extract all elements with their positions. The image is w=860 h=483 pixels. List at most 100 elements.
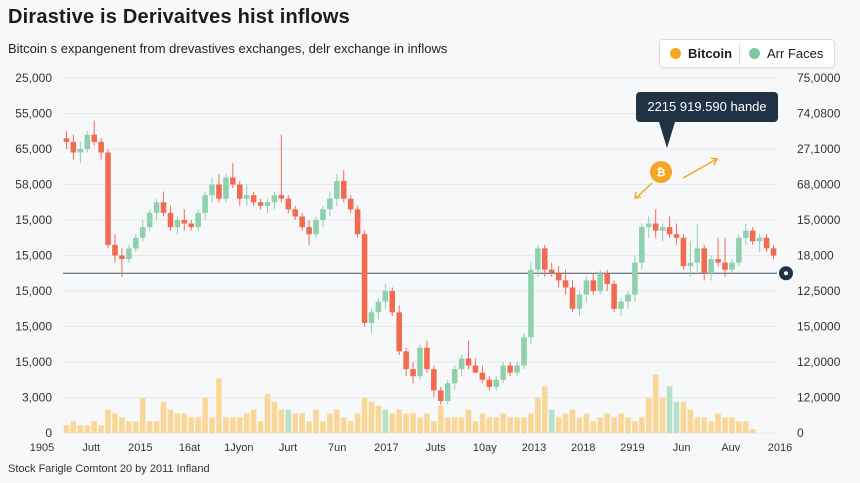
volume-bar	[500, 413, 506, 433]
x-tick-label: 2018	[571, 442, 595, 454]
y-left-tick-label: 15,000	[15, 284, 52, 298]
candle-body	[292, 209, 298, 217]
volume-bar	[680, 401, 687, 433]
volume-bar	[687, 409, 694, 433]
candle-body	[694, 248, 701, 263]
candle-body	[389, 291, 396, 313]
candle-body	[417, 347, 423, 377]
candle-body	[410, 369, 416, 377]
volume-bar	[340, 417, 347, 433]
candle-body	[327, 198, 333, 210]
candle-body	[320, 209, 326, 220]
volume-bar	[729, 417, 735, 433]
x-tick-label: Jurt	[279, 442, 297, 454]
y-left-tick-label: 55,000	[15, 107, 52, 121]
volume-bar	[91, 421, 97, 433]
candle-body	[756, 237, 763, 242]
volume-bar	[722, 417, 728, 433]
volume-bar	[431, 421, 437, 433]
volume-bar	[257, 421, 264, 433]
y-left-tick-label: 58,000	[15, 178, 52, 192]
y-left-tick-label: 15,000	[15, 213, 52, 227]
candle-body	[167, 212, 174, 228]
volume-bar	[146, 421, 153, 433]
volume-bar	[514, 417, 520, 433]
annotation-arrow	[682, 158, 718, 179]
candle-body	[153, 202, 160, 213]
volume-bar	[264, 394, 271, 433]
candle-body	[84, 134, 91, 149]
volume-bar	[181, 413, 188, 433]
candle-body	[368, 312, 375, 323]
volume-bar	[216, 378, 222, 433]
legend: Bitcoin Arr Faces	[659, 39, 835, 68]
candle-body	[139, 227, 146, 238]
candle-body	[715, 259, 721, 263]
candle-body	[701, 248, 707, 274]
candle-body	[542, 248, 548, 270]
candle-body	[687, 262, 694, 267]
volume-bar	[313, 409, 319, 433]
volume-bar	[271, 401, 278, 433]
volume-bar	[382, 409, 389, 433]
candle-body	[361, 234, 368, 323]
annotation-arrow-head	[634, 191, 642, 199]
candle-body	[597, 273, 604, 291]
volume-bar	[632, 421, 638, 433]
volume-bar	[542, 386, 548, 433]
chart-subtitle: Bitcoin s expangenent from drevastives e…	[8, 41, 448, 56]
candle-body	[548, 269, 555, 274]
candle-body	[285, 198, 292, 210]
y-right-tick-label: 15,0000	[797, 213, 841, 227]
candle-body	[70, 141, 77, 153]
volume-bar	[673, 401, 680, 433]
volume-bar	[375, 405, 382, 433]
volume-bar	[410, 413, 416, 433]
candle-body	[382, 291, 389, 302]
volume-bar	[715, 413, 721, 433]
candle-body	[590, 280, 597, 291]
volume-bar	[70, 421, 77, 433]
legend-item-bitcoin[interactable]: Bitcoin	[670, 46, 732, 61]
candle-body	[223, 177, 229, 199]
legend-label-flows: Arr Faces	[767, 46, 824, 61]
volume-bar	[243, 413, 250, 433]
candle-body	[202, 195, 208, 213]
candle-body	[458, 358, 465, 370]
candle-body	[271, 195, 278, 203]
x-tick-label: Jun	[673, 442, 691, 454]
candle-body	[230, 177, 236, 185]
volume-bar	[396, 409, 402, 433]
volume-bar	[167, 409, 174, 433]
volume-bar	[361, 397, 368, 433]
legend-label-bitcoin: Bitcoin	[688, 46, 733, 61]
candle-body	[673, 234, 680, 238]
volume-bar	[604, 413, 610, 433]
volume-bar	[250, 409, 257, 433]
volume-bar	[299, 413, 305, 433]
candle-body	[763, 237, 770, 249]
volume-bar	[327, 413, 333, 433]
volume-bar	[652, 374, 659, 433]
candle-body	[195, 212, 201, 228]
candle-body	[424, 347, 430, 370]
legend-item-flows[interactable]: Arr Faces	[749, 46, 823, 61]
y-left-tick-label: 25,000	[15, 71, 52, 85]
volume-bar	[139, 397, 146, 433]
volume-bar	[112, 413, 118, 433]
volume-bar	[576, 417, 583, 433]
candle-body	[611, 283, 617, 309]
volume-bar	[285, 409, 292, 433]
volume-bar	[153, 421, 160, 433]
x-tick-label: 1905	[30, 442, 54, 454]
volume-bar	[625, 417, 631, 433]
candle-body	[708, 259, 714, 274]
candle-body	[722, 262, 728, 270]
volume-bar	[597, 417, 604, 433]
volume-bar	[479, 413, 486, 433]
candle-body	[729, 262, 735, 270]
y-right-tick-label: 12,0000	[797, 391, 841, 405]
y-left-tick-label: 15,000	[15, 355, 52, 369]
candle-body	[666, 227, 673, 235]
